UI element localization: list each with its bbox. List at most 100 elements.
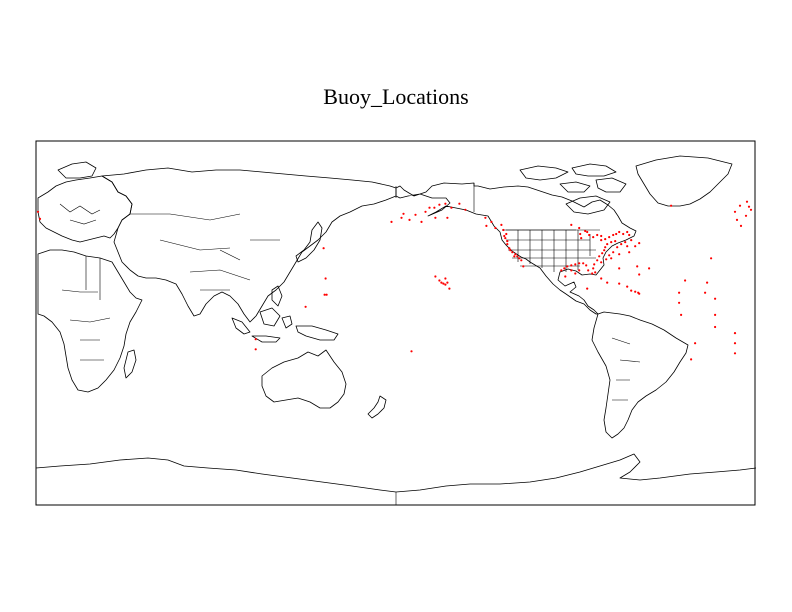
buoy-marker [402,212,405,215]
south-america-outline [591,311,689,439]
buoy-marker [324,277,327,280]
buoy-marker [612,251,615,254]
buoy-marker [582,262,585,265]
buoy-marker [612,233,615,237]
buoy-marker [522,265,525,268]
buoy-marker [680,313,683,316]
buoy-marker [440,281,443,284]
buoy-marker [606,243,609,246]
buoy-marker [564,275,567,278]
buoy-marker [586,287,589,290]
buoy-marker [574,263,577,266]
buoy-marker [464,208,467,211]
buoy-marker [570,223,573,226]
buoy-marker [615,232,618,236]
buoy-marker [438,203,441,206]
arctic-islands-outline [519,163,627,215]
buoy-marker [618,253,621,256]
buoy-marker [420,220,423,223]
buoy-marker [620,243,623,246]
buoy-marker [444,283,447,286]
buoy-marker [438,279,441,282]
buoy-marker [745,200,749,203]
buoy-marker [410,350,413,353]
buoy-marker [600,234,603,238]
buoy-marker [591,272,594,275]
buoy-marker [604,246,607,249]
buoy-marker [592,236,595,239]
buoy-marker [628,251,631,254]
buoy-marker [458,202,461,205]
buoy-marker [714,313,717,316]
buoy-marker [596,259,599,262]
indonesia-outline [231,285,339,343]
buoy-marker [733,352,737,355]
buoy-marker [504,237,507,240]
buoy-marker [733,342,737,345]
buoy-marker [36,210,40,213]
antarctica-outline [35,453,757,493]
buoy-marker [628,233,631,237]
continent-outlines [35,155,757,493]
buoy-marker [608,254,611,257]
buoy-marker [678,301,681,304]
buoy-marker [490,220,493,223]
buoy-marker [588,233,591,237]
buoy-marker [444,277,447,280]
buoy-marker [678,291,681,294]
buoy-marker [500,223,503,226]
buoy-marker [400,216,403,219]
buoy-marker [503,234,506,238]
buoy-marker [509,249,512,252]
buoy-marker [433,206,436,209]
buoy-marker [578,226,581,230]
new-zealand-outline [367,395,387,419]
buoy-marker [593,263,596,266]
buoy-marker [592,267,595,270]
buoy-marker [578,262,581,265]
buoy-marker [434,275,437,278]
buoy-marker [586,230,589,234]
buoy-marker [622,232,625,236]
buoy-marker [634,245,637,248]
buoy-marker [448,287,451,290]
buoy-marker [511,251,514,254]
greenland-outline [635,155,733,207]
buoy-marker [614,240,617,243]
buoy-marker [506,243,509,246]
buoy-markers [36,200,753,361]
buoy-marker [560,269,563,272]
buoy-marker [600,239,603,242]
buoy-marker [485,224,488,227]
buoy-marker [606,281,609,284]
buoy-marker [446,216,449,219]
buoy-marker [648,267,651,270]
buoy-marker [733,210,737,213]
buoy-marker [624,241,627,244]
buoy-marker [325,293,328,296]
buoy-marker [626,230,629,234]
buoy-marker [254,338,257,341]
buoy-marker [600,277,603,280]
buoy-marker [580,237,583,240]
buoy-marker [626,245,629,248]
japan-outline [295,221,323,263]
buoy-marker [428,206,431,209]
buoy-marker [596,233,599,237]
buoy-marker [608,236,611,239]
buoy-marker [601,252,604,255]
africa-outline [37,249,143,393]
buoy-marker [502,228,505,232]
buoy-marker [638,242,641,245]
buoy-marker [594,271,597,274]
buoy-marker [516,255,519,258]
buoy-marker [574,272,577,275]
madagascar-outline [123,349,137,379]
buoy-marker [618,230,621,234]
buoy-marker [442,282,445,285]
buoy-marker [747,205,751,208]
buoy-marker [714,325,717,329]
buoy-marker [605,258,608,261]
australia-outline [261,349,347,409]
buoy-marker [563,267,566,270]
